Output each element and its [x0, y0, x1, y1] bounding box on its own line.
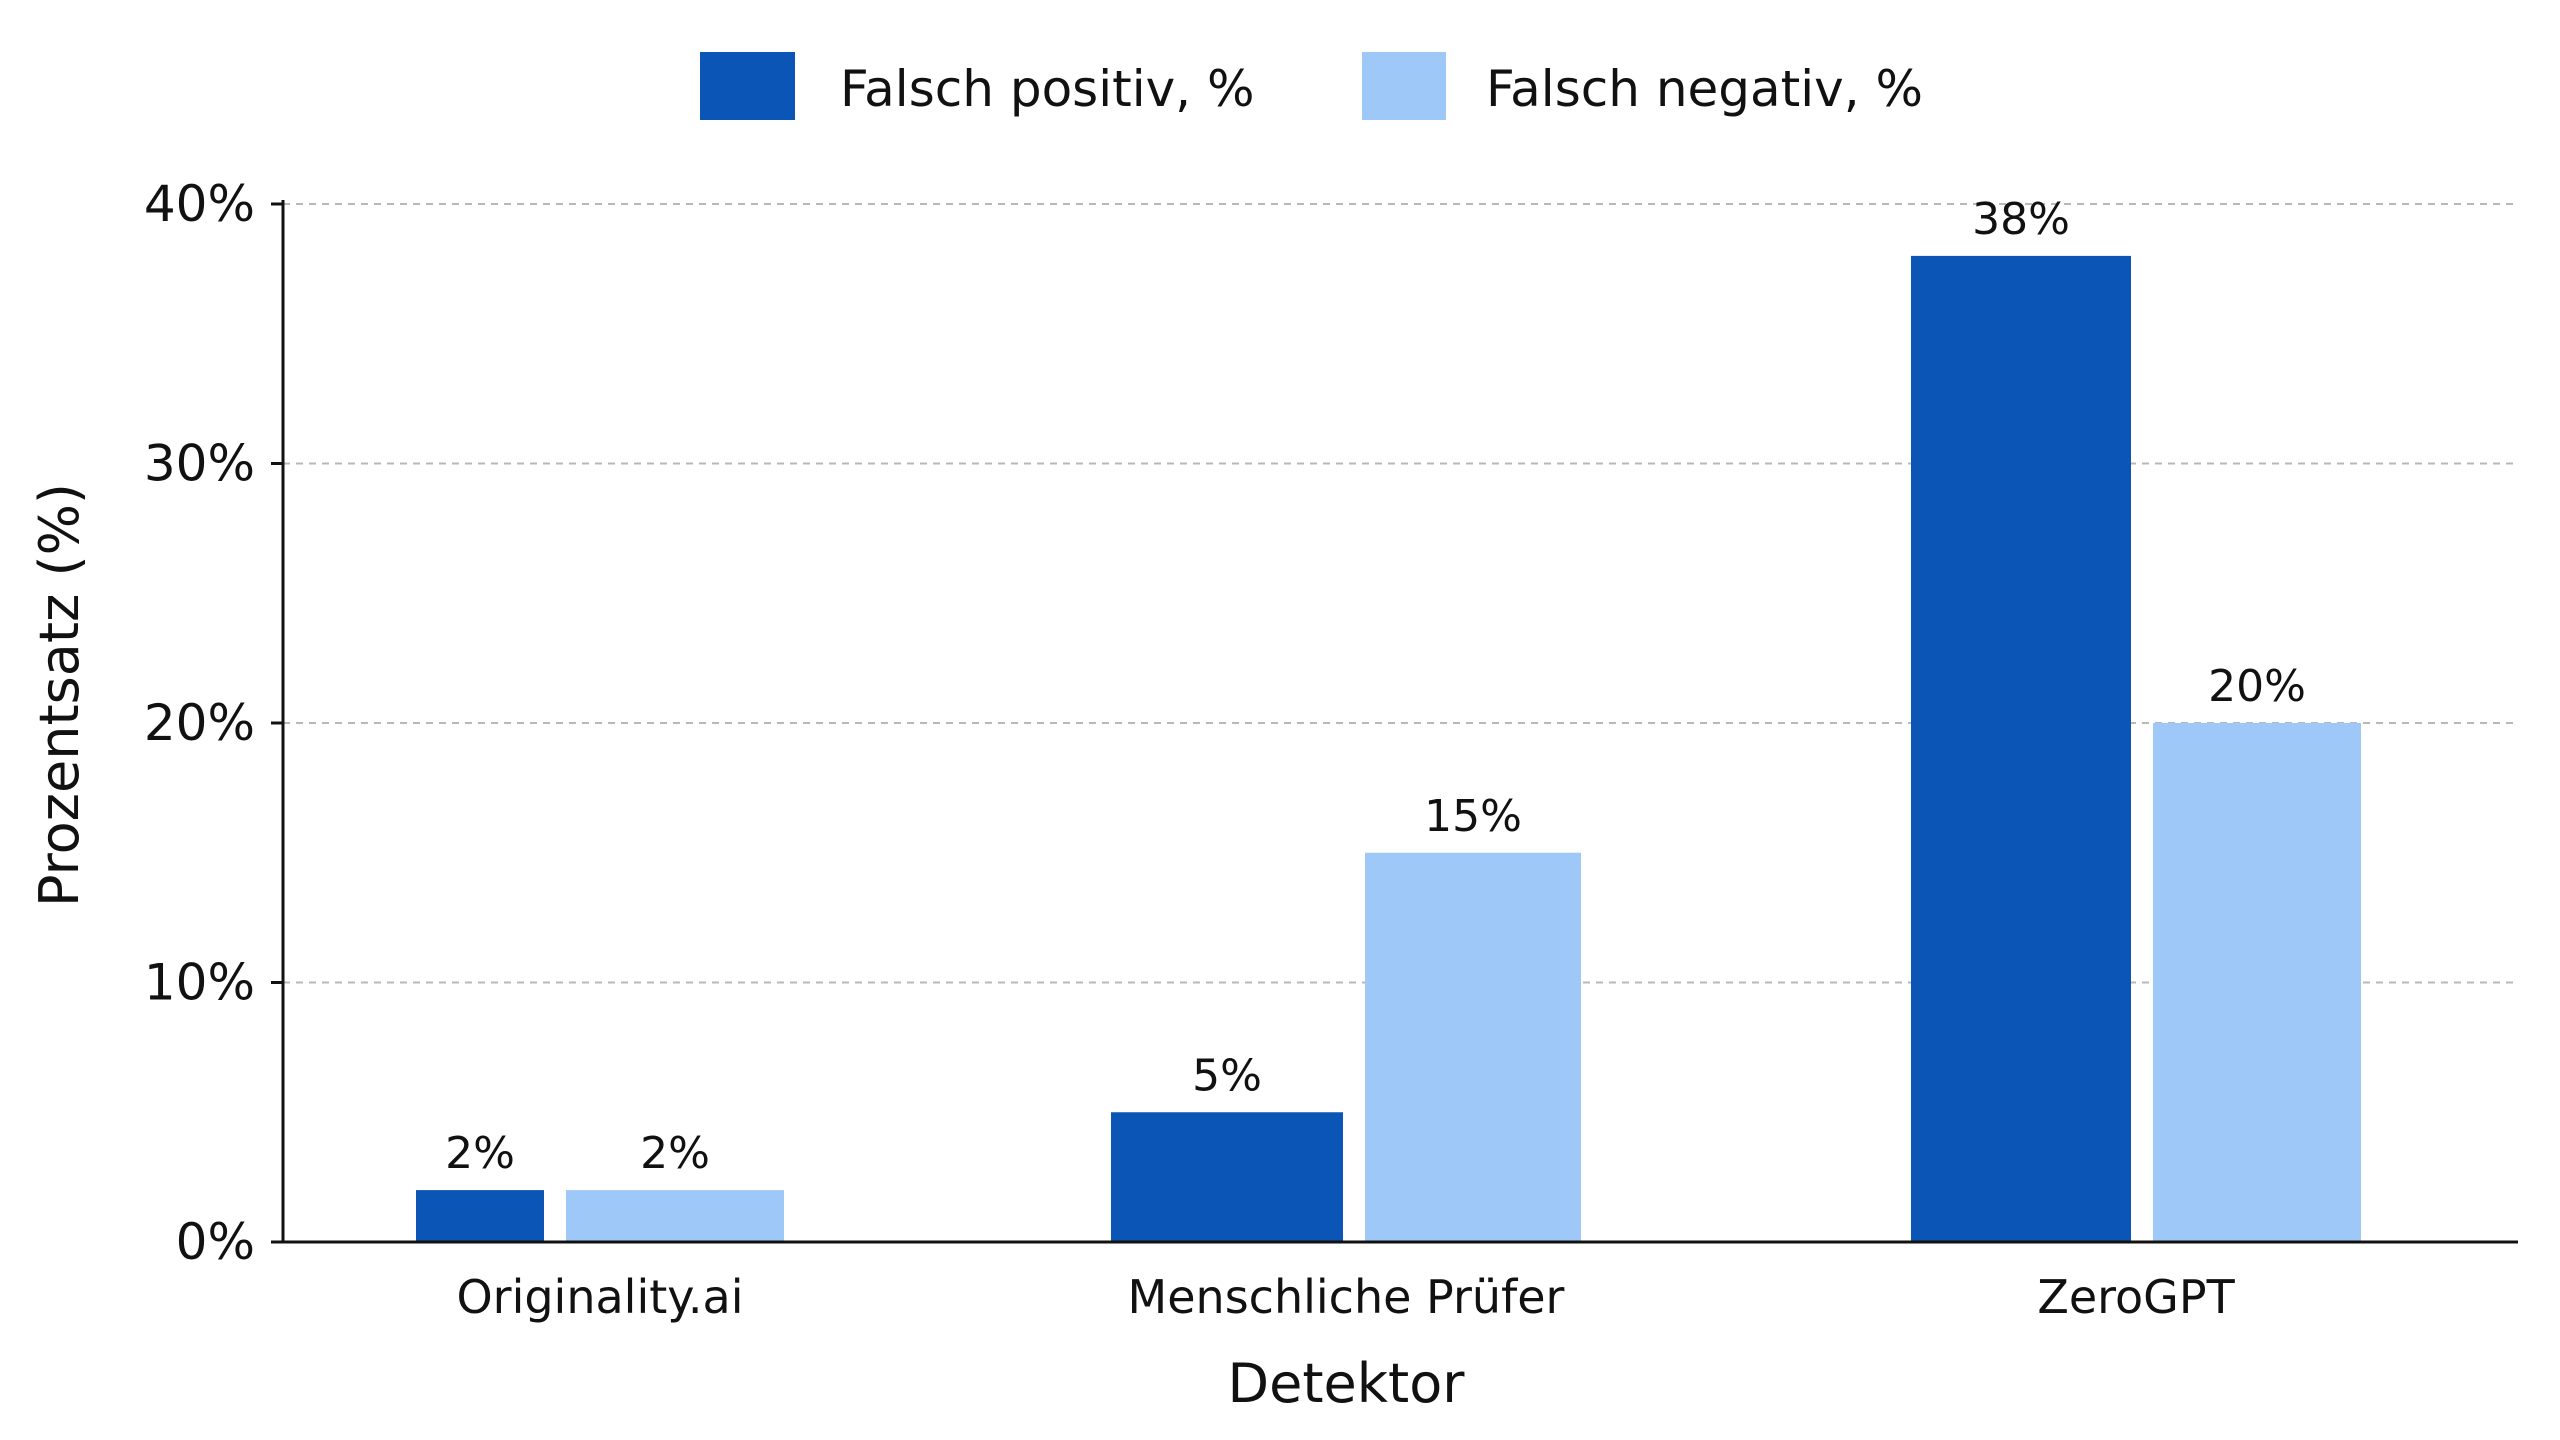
y-tick-labels: 0% 10% 20% 30% 40%: [144, 175, 283, 1271]
value-label: 15%: [1424, 791, 1522, 842]
legend-swatch: [1362, 52, 1446, 120]
value-labels: 2% 2% 5% 15% 38% 20%: [445, 194, 2306, 1179]
value-label: 38%: [1972, 194, 2070, 245]
legend: Falsch positiv, % Falsch negativ, %: [700, 52, 1923, 120]
axes: [281, 200, 2518, 1244]
y-tick-label: 0%: [176, 1213, 255, 1271]
x-tick-label: ZeroGPT: [2037, 1270, 2235, 1324]
gridlines: [283, 203, 2518, 984]
x-tick-label: Originality.ai: [456, 1270, 743, 1324]
y-axis-title: Prozentsatz (%): [28, 483, 91, 907]
bar-false-positive-0: [416, 1190, 544, 1242]
y-tick-label: 20%: [144, 694, 255, 752]
y-tick-label: 30%: [144, 435, 255, 493]
bar-false-positive-2: [1911, 255, 2131, 1242]
value-label: 2%: [445, 1128, 515, 1179]
legend-label: Falsch positiv, %: [840, 60, 1254, 118]
legend-label: Falsch negativ, %: [1486, 60, 1923, 118]
bar-false-positive-1: [1111, 1112, 1343, 1242]
y-tick-label: 10%: [144, 954, 255, 1012]
value-label: 2%: [640, 1128, 710, 1179]
x-tick-label: Menschliche Prüfer: [1128, 1270, 1565, 1324]
bar-false-negative-2: [2153, 723, 2361, 1242]
legend-swatch: [700, 52, 795, 120]
bar-false-negative-0: [566, 1190, 784, 1242]
bars: [416, 255, 2361, 1242]
value-label: 5%: [1192, 1050, 1262, 1101]
value-label: 20%: [2208, 661, 2306, 712]
y-tick-label: 40%: [144, 175, 255, 233]
bar-false-negative-1: [1365, 852, 1581, 1242]
x-axis-title: Detektor: [1228, 1352, 1466, 1415]
x-tick-labels: Originality.ai Menschliche Prüfer ZeroGPT: [456, 1270, 2235, 1324]
